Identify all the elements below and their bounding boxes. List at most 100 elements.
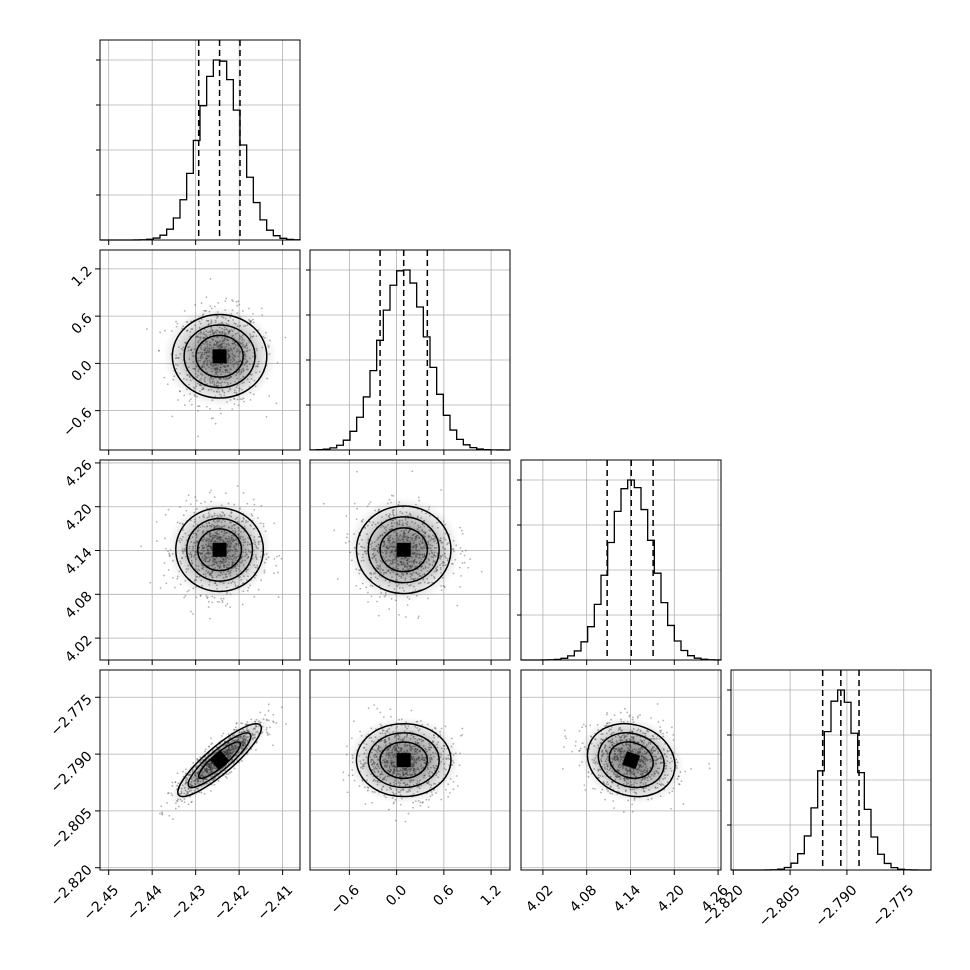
sample-point [367, 591, 369, 594]
sample-point [210, 743, 213, 746]
sample-point [458, 566, 461, 569]
contour-outer [177, 723, 263, 798]
density-peak [209, 750, 230, 771]
sample-point [236, 485, 239, 487]
density-peak [212, 349, 227, 364]
sample-point [272, 720, 274, 723]
sample-point [197, 409, 199, 412]
contour-middle [183, 324, 256, 389]
panel-frame [309, 459, 511, 661]
sample-point [355, 518, 358, 521]
sample-point [209, 305, 212, 308]
sample-point [237, 404, 240, 407]
sample-point [280, 557, 283, 560]
sample-point [177, 399, 179, 401]
panel-frame [99, 669, 301, 871]
sample-point [163, 574, 166, 577]
sample-point [183, 310, 186, 312]
sample-point [448, 792, 451, 794]
sample-point [183, 596, 186, 599]
sample-point [377, 614, 380, 617]
sample-point [188, 400, 191, 402]
panel-3-2 [520, 669, 722, 875]
sample-point [398, 613, 400, 616]
density-peak [396, 753, 411, 768]
sample-point [220, 735, 223, 737]
sample-point [161, 813, 163, 816]
panel-frame [309, 249, 511, 451]
density-peak [396, 542, 411, 557]
sample-point [174, 807, 177, 810]
sample-point [140, 545, 143, 548]
sample-point [355, 584, 358, 587]
sample-point [160, 805, 163, 808]
sample-point [389, 708, 392, 711]
sample-point [165, 582, 168, 585]
sample-point [272, 744, 274, 747]
sample-point [276, 555, 278, 558]
contour-inner [379, 527, 429, 573]
sample-point [186, 590, 189, 593]
panel-frame [99, 459, 301, 661]
sample-point [209, 278, 212, 280]
sample-point [367, 601, 369, 603]
sample-point [155, 520, 158, 523]
sample-point [171, 818, 174, 821]
sample-point [273, 572, 275, 575]
sample-point [183, 404, 186, 407]
sample-point [404, 820, 407, 823]
sample-point [226, 777, 228, 779]
sample-point [417, 617, 420, 620]
sample-point [390, 715, 392, 718]
sample-point [253, 595, 256, 598]
sample-point [272, 713, 275, 716]
sample-point [463, 554, 466, 557]
sample-point [158, 349, 161, 352]
sample-point [176, 772, 179, 775]
sample-point [371, 801, 374, 804]
sample-point [219, 407, 222, 410]
sample-point [428, 799, 431, 801]
sample-point [159, 812, 161, 815]
sample-point [376, 600, 378, 603]
sample-point [464, 549, 467, 552]
sample-point [238, 303, 241, 306]
sample-point [379, 711, 382, 714]
sample-point [163, 562, 166, 564]
sample-point [333, 529, 336, 532]
sample-point [166, 802, 169, 804]
sample-point [209, 617, 211, 620]
sample-point [277, 596, 280, 599]
sample-point [218, 601, 221, 603]
sample-point [628, 714, 631, 717]
sample-point [388, 608, 391, 610]
sample-point [410, 709, 413, 712]
sample-point [440, 798, 443, 801]
panel-2-2 [517, 459, 722, 665]
sample-point [461, 532, 464, 535]
sample-point [209, 790, 212, 792]
sample-point [405, 616, 407, 618]
sample-point [217, 302, 220, 304]
histogram-1 [309, 269, 511, 451]
sample-point [164, 537, 166, 540]
sample-point [253, 509, 256, 511]
sample-point [161, 811, 163, 814]
sample-point [234, 726, 237, 729]
sample-point [399, 803, 402, 806]
sample-point [166, 383, 169, 386]
sample-point [571, 750, 573, 753]
sample-point [266, 734, 269, 736]
sample-point [350, 737, 353, 740]
sample-point [624, 707, 626, 710]
sample-point [261, 314, 264, 317]
sample-point [226, 603, 229, 605]
sample-point [255, 748, 257, 751]
sample-point [195, 596, 198, 599]
sample-point [373, 704, 376, 706]
sample-point [211, 742, 214, 744]
sample-point [680, 780, 683, 783]
sample-point [208, 491, 211, 494]
contour-middle [367, 516, 440, 584]
